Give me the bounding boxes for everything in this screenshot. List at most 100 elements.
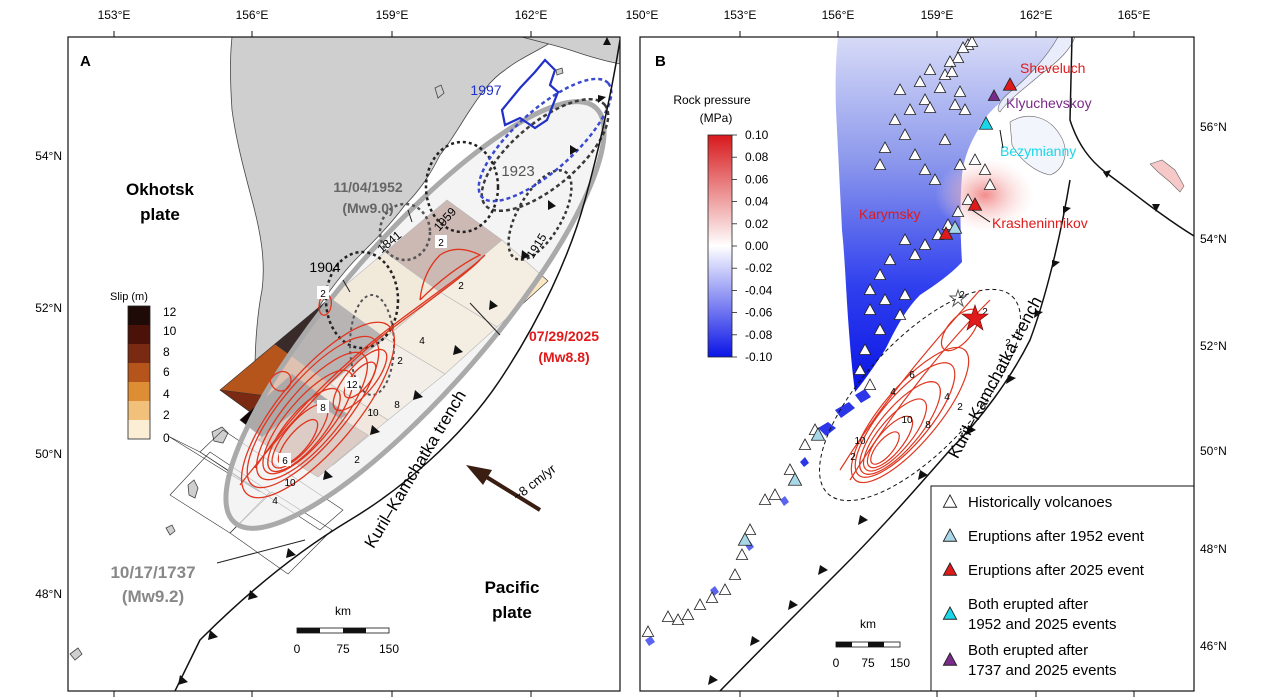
- scale-tick: 150: [890, 656, 910, 670]
- volcano-markers: [641, 37, 1018, 637]
- eq-1952-date: 11/04/1952: [333, 179, 403, 195]
- historic-volcano: [768, 488, 782, 500]
- historic-volcano: [961, 193, 975, 205]
- legend-symbol-after2025: [942, 562, 958, 576]
- volcano-erupted-after-2025: [967, 197, 983, 211]
- scale-tick: 75: [861, 656, 875, 670]
- eq-1737-magnitude: (Mw9.2): [122, 587, 184, 606]
- commander-island: [1149, 159, 1185, 193]
- kuril-kamchatka-trench-line: [174, 39, 620, 691]
- volcano-leaders: [971, 129, 1004, 223]
- historic-volcano: [863, 378, 877, 390]
- rupture-1997-outline: [500, 58, 560, 130]
- lat-tick-label: 54°N: [35, 149, 62, 163]
- historic-volcano: [945, 65, 959, 77]
- contour-label: 6: [282, 456, 288, 467]
- historic-volcano: [933, 81, 947, 93]
- contour-label: 12: [346, 380, 358, 391]
- panel-a-lon-ticks: 153°E 156°E 159°E 162°E: [98, 8, 547, 697]
- lat-tick-label: 50°N: [35, 447, 62, 461]
- slip-swatch: [128, 382, 150, 401]
- lat-tick-label: 52°N: [1200, 339, 1227, 353]
- panel-b-letter: B: [655, 53, 666, 70]
- historic-volcano: [863, 283, 877, 295]
- historic-volcano: [965, 37, 979, 47]
- panel-a-frame: [67, 36, 621, 692]
- panel-b-lat-ticks: 56°N 54°N 52°N 50°N 48°N 46°N: [1200, 120, 1227, 653]
- slip-swatch: [128, 344, 150, 363]
- scale-bar-title: km: [335, 604, 351, 618]
- lon-tick-label: 153°E: [724, 8, 757, 22]
- legend-symbol-historic: [942, 494, 958, 508]
- eq-1737-date: 10/17/1737: [110, 563, 195, 582]
- legend-label: Historically volcanoes: [968, 494, 1112, 511]
- annotation-leaders: [216, 209, 501, 564]
- historic-volcano: [938, 133, 952, 145]
- volcano-name-labels: Sheveluch Klyuchevskoy Bezymianny Karyms…: [859, 60, 1092, 231]
- historic-volcano: [893, 83, 907, 95]
- historic-volcano: [943, 55, 957, 67]
- panel-a-letter: A: [80, 53, 91, 70]
- historic-volcano: [783, 463, 797, 475]
- kuril-islands-b: [800, 389, 871, 467]
- historic-volcano: [728, 568, 742, 580]
- contour-label: 4: [890, 387, 896, 398]
- lat-tick-label: 50°N: [1200, 444, 1227, 458]
- okhotsk-plate-label-1: Okhotsk: [126, 180, 195, 199]
- contour-label: 4: [272, 496, 278, 507]
- kamchatka-cape: [1009, 115, 1066, 176]
- contour-label: 2: [458, 281, 464, 292]
- lat-tick-label: 48°N: [1200, 542, 1227, 556]
- historic-volcano: [918, 238, 932, 250]
- slip-tick-label: 2: [163, 408, 170, 422]
- bezymianny-label: Bezymianny: [1000, 143, 1076, 159]
- panel-a-lat-ticks: 54°N 52°N 50°N 48°N: [35, 149, 62, 601]
- lat-tick-label: 48°N: [35, 587, 62, 601]
- volcano-both-1737-2025: [987, 89, 1001, 101]
- historic-volcano: [913, 75, 927, 87]
- okhotsk-plate-label-2: plate: [140, 205, 180, 224]
- colorbar-tick-label: -0.06: [745, 306, 773, 320]
- pacific-plate-label-1: Pacific: [485, 578, 540, 597]
- historic-volcano: [878, 293, 892, 305]
- historic-volcano: [908, 148, 922, 160]
- colorbar-gradient: [707, 134, 733, 358]
- contour-label: 2: [438, 238, 444, 249]
- historic-volcano: [958, 103, 972, 115]
- historic-volcano: [951, 51, 965, 63]
- kuril-island: [165, 524, 176, 536]
- volcano-both-1952-2025: [978, 116, 994, 130]
- historic-volcano: [758, 493, 772, 505]
- slip-swatch: [128, 420, 150, 439]
- colorbar-tick-label: 0.02: [745, 217, 769, 231]
- epicenter-1952-star: [948, 288, 968, 308]
- pressure-colorbar: Rock pressure (MPa) 0.10 0.08 0.06 0.04 0.02…: [673, 93, 772, 364]
- historic-volcano: [878, 141, 892, 153]
- contour-label: 8: [394, 400, 400, 411]
- historic-volcano: [735, 548, 749, 560]
- slip-tick-label: 4: [163, 387, 170, 401]
- contour-label: 2: [354, 455, 360, 466]
- volcano-erupted-after-1952: [947, 220, 963, 234]
- volcano-legend: Historically volcanoes Eruptions after 19…: [930, 485, 1194, 691]
- contour-label: 2: [320, 289, 326, 300]
- historic-volcano: [898, 128, 912, 140]
- plate-velocity-arrow: [466, 465, 542, 512]
- lon-tick-label: 156°E: [236, 8, 269, 22]
- slip-swatch: [128, 363, 150, 382]
- contour-label: 8: [320, 403, 326, 414]
- trench-teeth: [178, 37, 611, 685]
- legend-label: Both erupted after: [968, 596, 1088, 613]
- historic-volcano: [923, 63, 937, 75]
- trench-label-b: Kuril–Kamchatka trench: [944, 293, 1046, 461]
- historic-volcano: [956, 41, 970, 53]
- historic-volcano: [948, 98, 962, 110]
- contour-label: 2: [850, 452, 856, 463]
- year-1997-label: 1997: [470, 82, 501, 98]
- slip-tick-label: 8: [163, 345, 170, 359]
- lat-tick-label: 52°N: [35, 301, 62, 315]
- historic-volcano: [798, 438, 812, 450]
- slip-tick-label: 10: [163, 324, 177, 338]
- krasheninnikov-label: Krasheninnikov: [992, 215, 1088, 231]
- contour-label: 2: [397, 356, 403, 367]
